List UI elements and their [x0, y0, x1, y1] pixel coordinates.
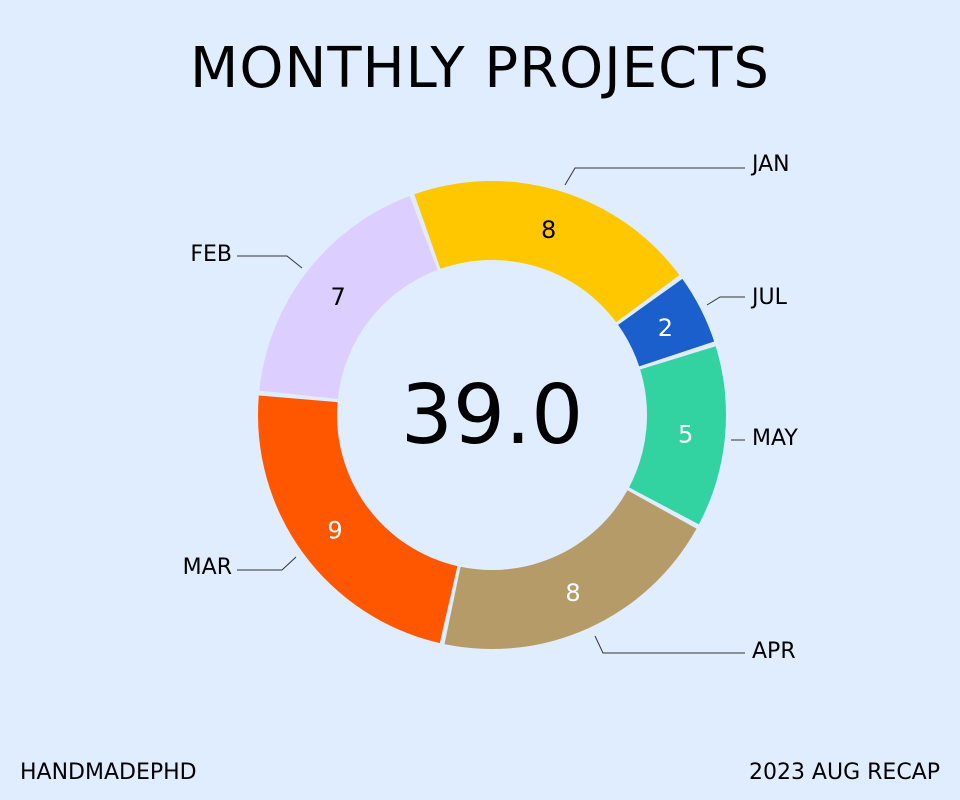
- category-label-apr: APR: [752, 639, 796, 664]
- footer-brand: HANDMADEPHD: [20, 760, 197, 785]
- value-label-apr: 8: [565, 579, 580, 607]
- slice-may: [629, 346, 727, 525]
- leader-line-jul: [706, 296, 745, 306]
- center-total-label: 39.0: [401, 368, 584, 463]
- value-label-mar: 9: [327, 517, 342, 545]
- category-label-jul: JUL: [750, 285, 788, 310]
- category-label-may: MAY: [752, 426, 798, 451]
- value-label-jan: 8: [541, 216, 556, 244]
- slice-jul: [618, 278, 715, 367]
- value-label-feb: 7: [330, 283, 345, 311]
- leader-line-apr: [594, 635, 745, 654]
- slice-apr: [444, 490, 697, 650]
- leader-line-feb: [237, 255, 303, 269]
- slice-feb: [259, 195, 438, 399]
- slice-mar: [258, 395, 458, 644]
- chart-title: MONTHLY PROJECTS: [190, 36, 770, 101]
- value-label-may: 5: [678, 420, 693, 448]
- category-label-jan: JAN: [750, 152, 790, 177]
- slice-jan: [414, 181, 680, 323]
- footer-recap: 2023 AUG RECAP: [748, 760, 940, 785]
- leader-line-jan: [564, 167, 745, 186]
- category-label-mar: MAR: [183, 555, 232, 580]
- category-label-feb: FEB: [190, 242, 232, 267]
- value-label-jul: 2: [658, 314, 673, 342]
- leader-line-mar: [237, 556, 297, 571]
